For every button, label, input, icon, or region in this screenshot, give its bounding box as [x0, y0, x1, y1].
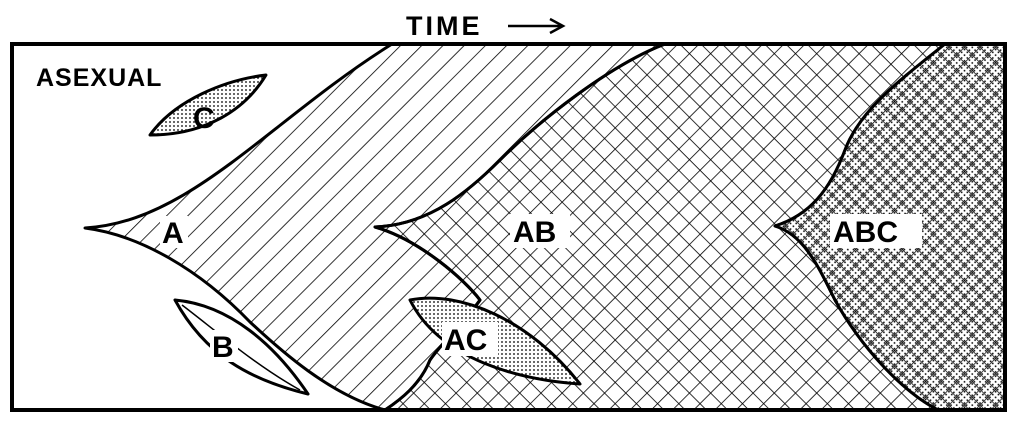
region-c-label: C	[193, 102, 215, 135]
region-b-label: B	[212, 331, 234, 364]
region-asexual-label: ASEXUAL	[36, 64, 162, 92]
region-b	[173, 298, 310, 396]
region-c	[148, 73, 268, 137]
a-label-bg	[160, 216, 188, 248]
ac-label-bg	[442, 322, 498, 356]
asexual-label-bg	[32, 60, 182, 94]
ab-label-bg	[510, 214, 570, 248]
time-axis-label: TIME	[406, 11, 483, 41]
time-arrow-icon	[508, 17, 566, 35]
region-ab-label: AB	[513, 216, 556, 249]
region-a-label: A	[162, 217, 184, 250]
region-abc-label: ABC	[833, 216, 898, 249]
abc-label-bg	[830, 214, 922, 248]
diagram-frame	[10, 42, 1007, 412]
b-label-bg	[210, 330, 238, 362]
region-ac-label: AC	[444, 324, 487, 357]
